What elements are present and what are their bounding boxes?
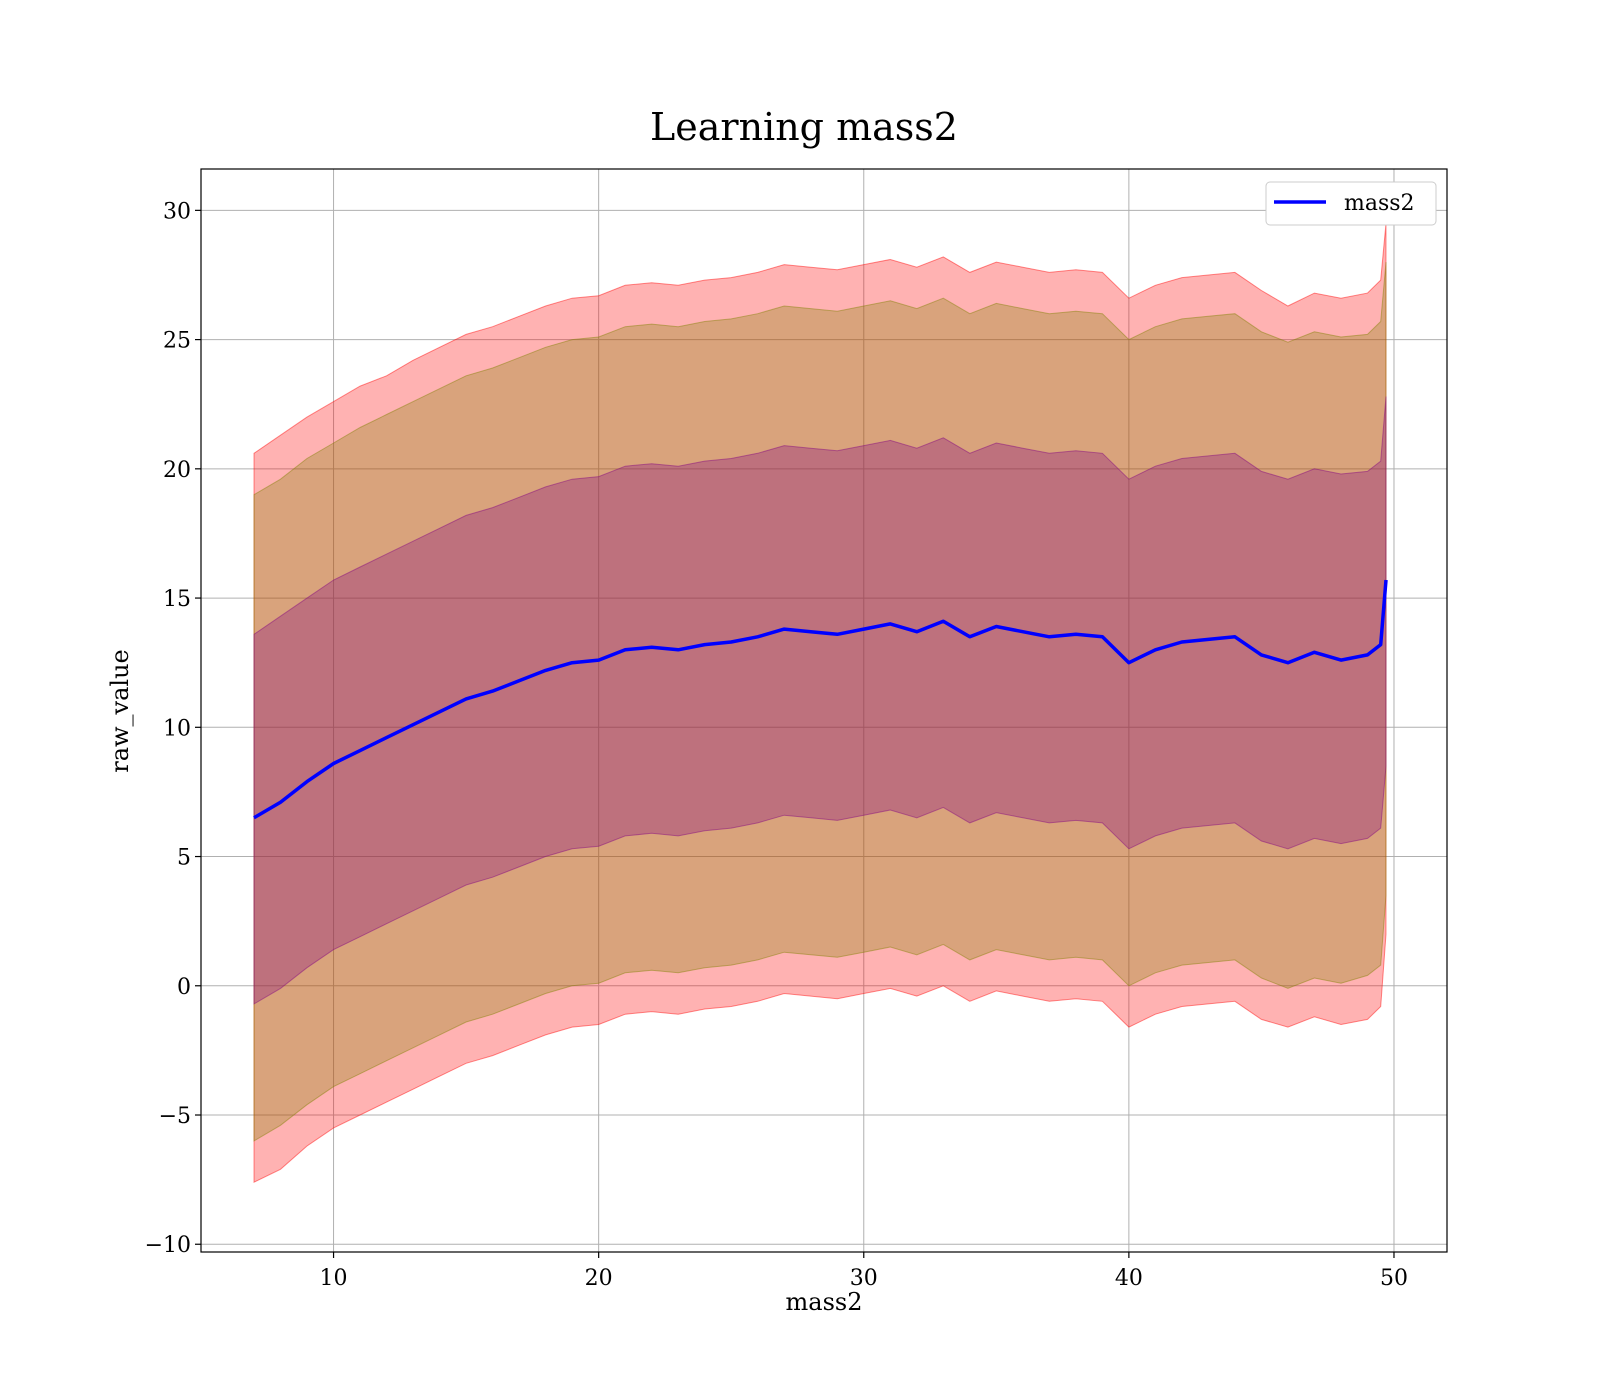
series-lines [253, 579, 1388, 820]
legend: mass2 [1265, 181, 1437, 226]
x-axis-label: mass2 [786, 1288, 863, 1316]
legend-box [1265, 181, 1437, 226]
y-tick-label: 30 [163, 199, 191, 224]
x-tick-label: 30 [850, 1266, 878, 1291]
band-2 [253, 262, 1387, 1142]
confidence-bands [253, 223, 1387, 1183]
y-tick-label: 20 [163, 458, 191, 483]
x-tick-label: 40 [1115, 1266, 1143, 1291]
y-tick-label: 5 [177, 846, 191, 871]
grid [201, 169, 1447, 1252]
y-axis-label: raw_value [106, 649, 134, 773]
x-tick-label: 20 [585, 1266, 613, 1291]
x-tick-label: 50 [1380, 1266, 1408, 1291]
plot-area-frame [200, 168, 1448, 1253]
band-1 [253, 223, 1387, 1183]
y-tick-label: −10 [145, 1233, 191, 1258]
series-line-1 [253, 579, 1388, 820]
y-axis-ticks: −10 −5 0 5 10 15 20 25 30 [145, 199, 201, 1258]
y-tick-label: 0 [177, 975, 191, 1000]
y-tick-label: 15 [163, 587, 191, 612]
y-tick-label: 25 [163, 329, 191, 354]
y-tick-label: −5 [159, 1104, 191, 1129]
legend-label: mass2 [1344, 191, 1415, 216]
x-axis-ticks: 10 20 30 40 50 [320, 1252, 1408, 1291]
band-3 [253, 396, 1387, 1005]
x-tick-label: 10 [320, 1266, 348, 1291]
y-tick-label: 10 [163, 716, 191, 741]
chart-title: Learning mass2 [650, 105, 958, 149]
